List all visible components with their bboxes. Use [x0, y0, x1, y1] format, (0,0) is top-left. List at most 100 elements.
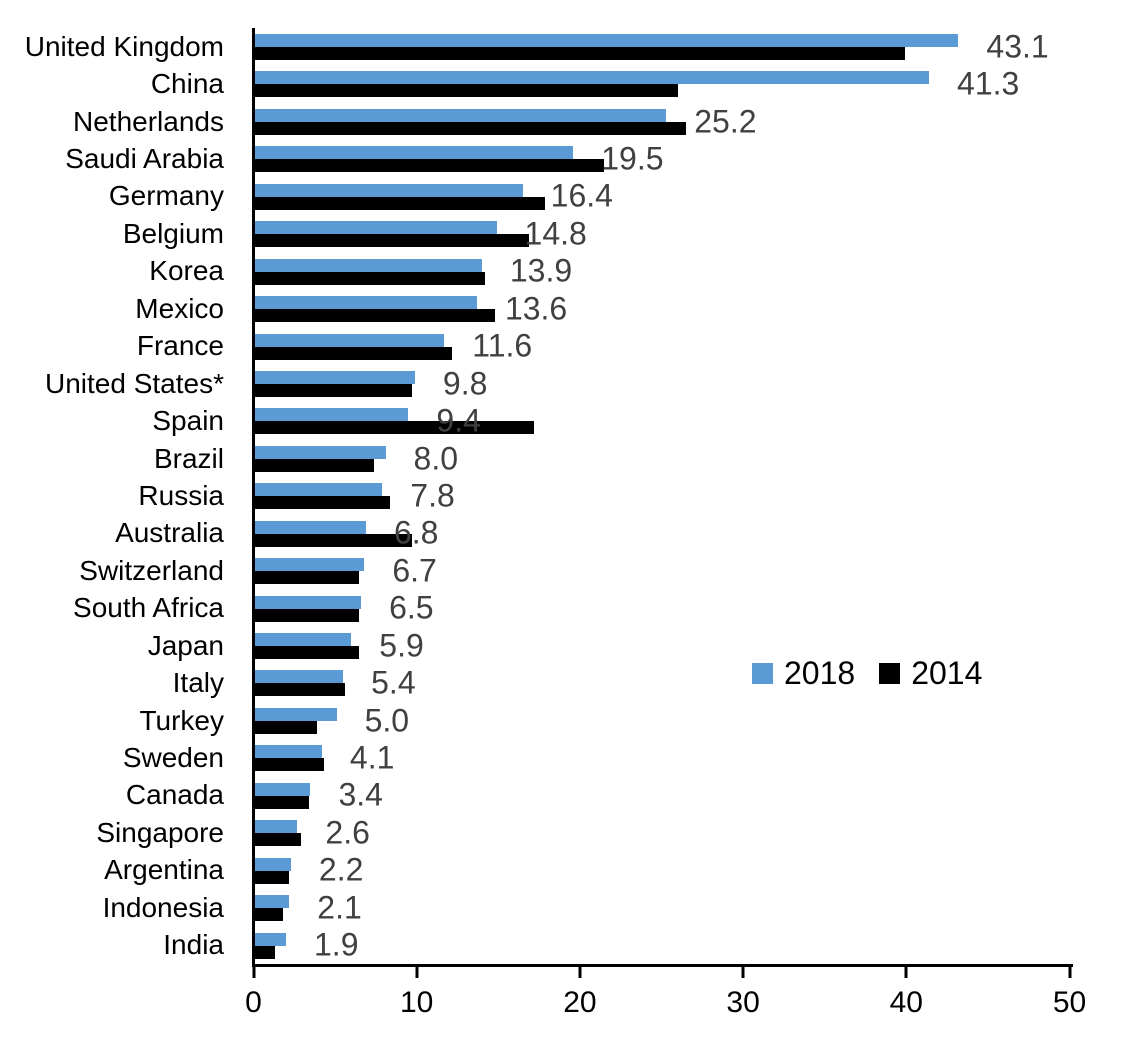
x-tick-mark — [578, 964, 582, 978]
x-tick-mark — [904, 964, 908, 978]
category-label: Netherlands — [73, 105, 224, 137]
bar-2014 — [255, 271, 486, 285]
value-label: 6.7 — [392, 552, 437, 589]
bar-2018 — [255, 932, 286, 946]
value-label: 14.8 — [524, 215, 587, 252]
bar-2018 — [255, 857, 291, 871]
bar-2014 — [255, 196, 546, 210]
value-label: 41.3 — [957, 65, 1020, 102]
bar-group: 3.4 — [255, 777, 1071, 814]
bar-group: 9.4 — [255, 402, 1071, 439]
category-label: United States* — [45, 367, 224, 399]
category-label: Russia — [138, 479, 224, 511]
x-tick-label: 10 — [400, 986, 434, 1019]
bar-2014 — [255, 908, 283, 922]
bar-2018 — [255, 146, 574, 160]
x-tick-label: 0 — [245, 986, 262, 1019]
bar-2018 — [255, 258, 482, 272]
bar-group: 13.6 — [255, 290, 1071, 327]
category-label: Germany — [108, 180, 224, 212]
category-label: Spain — [152, 405, 224, 437]
bar-2014 — [255, 720, 318, 734]
value-label: 9.8 — [442, 365, 488, 402]
value-label: 6.5 — [389, 589, 434, 626]
x-axis-tick-labels: 0 10 20 30 40 50 — [245, 986, 1086, 1026]
legend-label-2018: 2018 — [784, 655, 856, 691]
x-tick-label: 20 — [563, 986, 597, 1019]
plot-area: 43.1 41.3 25.2 19.5 16.4 14.8 13.9 13.6 11.6 9.8 9… — [255, 28, 1071, 964]
value-label: 13.6 — [504, 290, 568, 327]
category-label: Canada — [125, 779, 224, 811]
bar-2018 — [255, 707, 337, 721]
bar-group: 2.2 — [255, 852, 1071, 889]
bar-2018 — [255, 820, 298, 834]
bar-group: 2.1 — [255, 889, 1071, 926]
bar-2018 — [255, 483, 383, 497]
bar-2018 — [255, 670, 344, 684]
bar-group: 14.8 — [255, 215, 1071, 252]
bar-2014 — [255, 533, 412, 547]
category-label: Singapore — [96, 816, 224, 848]
bar-2018 — [255, 71, 930, 85]
bar-group: 43.1 — [255, 28, 1071, 65]
value-label: 1.9 — [314, 926, 359, 963]
bar-group: 25.2 — [255, 103, 1071, 140]
x-tick-mark — [252, 964, 255, 978]
bar-group: 5.4 — [255, 664, 1071, 701]
bar-2014 — [255, 159, 605, 173]
bar-2014 — [255, 870, 290, 884]
bar-2014 — [255, 84, 678, 98]
legend-swatch-2014-icon — [879, 663, 901, 684]
bar-2018 — [255, 595, 362, 609]
value-label: 9.4 — [436, 402, 481, 439]
bar-group: 11.6 — [255, 328, 1071, 365]
bar-2018 — [255, 333, 445, 347]
value-label: 7.8 — [410, 477, 455, 514]
bar-2014 — [255, 945, 275, 959]
value-label: 8.0 — [413, 440, 459, 477]
bar-group: 6.7 — [255, 552, 1071, 589]
category-label: Sweden — [122, 742, 224, 774]
bar-2014 — [255, 795, 309, 809]
bar-2018 — [255, 183, 523, 197]
bar-2014 — [255, 458, 375, 472]
bar-2014 — [255, 47, 905, 60]
bar-2018 — [255, 108, 667, 122]
value-label: 19.5 — [601, 140, 664, 177]
category-label: Mexico — [135, 292, 224, 324]
bar-group: 6.5 — [255, 590, 1071, 627]
bar-2014 — [255, 571, 360, 585]
category-label: Belgium — [122, 217, 224, 249]
value-label: 5.4 — [371, 664, 416, 701]
value-label: 5.0 — [364, 702, 410, 739]
bar-group: 16.4 — [255, 178, 1071, 215]
bar-group: 6.8 — [255, 515, 1071, 552]
bar-group: 19.5 — [255, 140, 1071, 177]
value-label: 2.1 — [317, 889, 362, 926]
bar-2014 — [255, 421, 535, 435]
bar-group: 41.3 — [255, 65, 1071, 102]
x-tick-mark — [741, 964, 745, 978]
category-label: Brazil — [153, 442, 224, 474]
bar-2018 — [255, 34, 959, 47]
bar-group: 2.6 — [255, 814, 1071, 851]
bar-2014 — [255, 346, 453, 360]
value-label: 4.1 — [349, 739, 395, 776]
bar-2018 — [255, 895, 290, 909]
legend-label-2014: 2014 — [911, 655, 983, 691]
category-label: Indonesia — [102, 891, 224, 923]
value-label: 3.4 — [338, 776, 383, 813]
value-label: 25.2 — [694, 103, 757, 140]
value-label: 2.6 — [325, 814, 370, 851]
value-label: 6.8 — [393, 514, 439, 551]
value-label: 11.6 — [472, 327, 533, 364]
category-label: Saudi Arabia — [65, 143, 224, 175]
bar-2014 — [255, 608, 360, 622]
bar-group: 9.8 — [255, 365, 1071, 402]
bar-group: 13.9 — [255, 253, 1071, 290]
value-label: 13.9 — [509, 252, 573, 289]
bar-2014 — [255, 833, 301, 847]
category-label: Japan — [147, 629, 224, 661]
value-label: 2.2 — [318, 851, 364, 888]
